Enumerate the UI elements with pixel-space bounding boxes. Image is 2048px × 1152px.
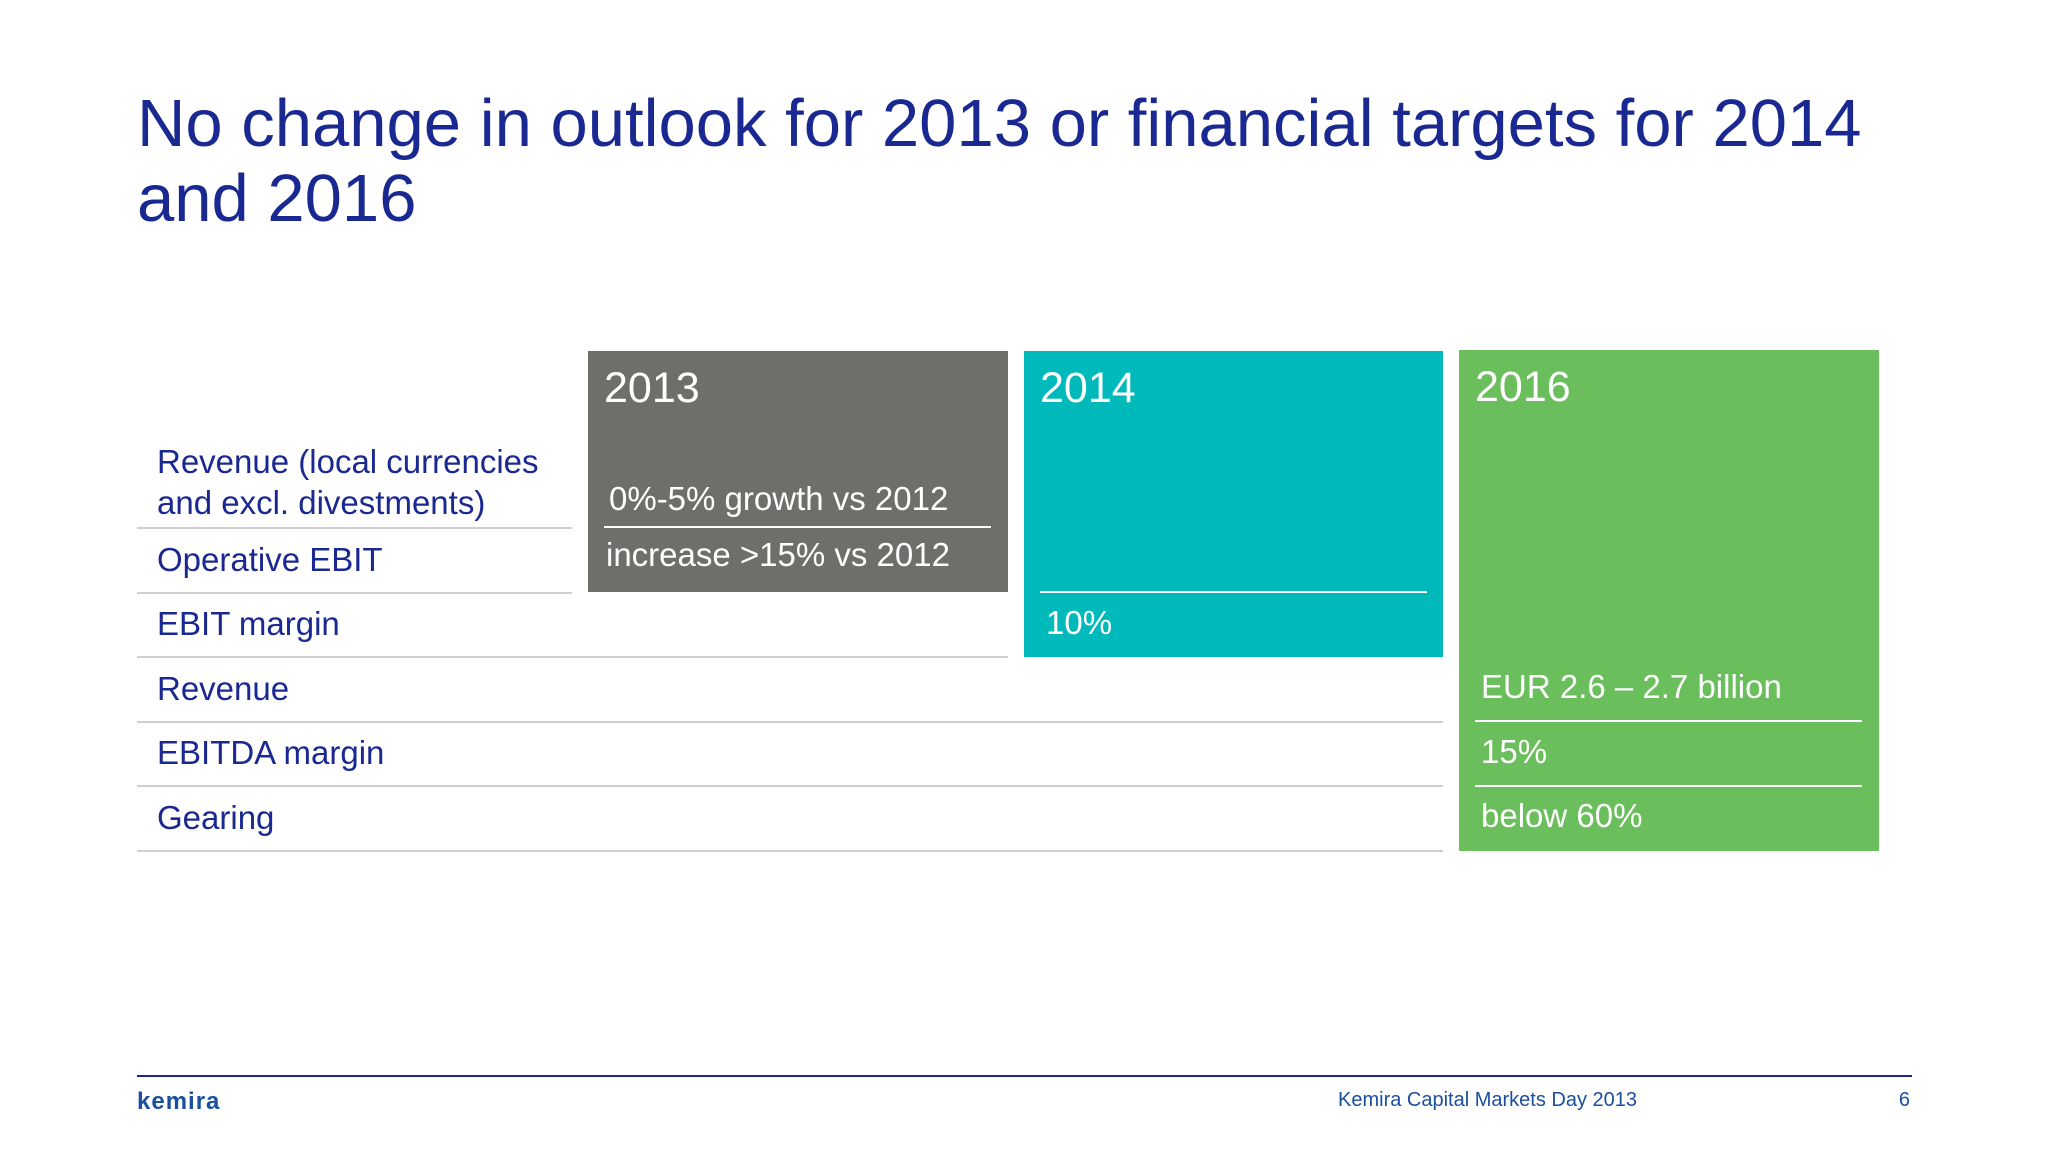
box-2013: 2013 0%-5% growth vs 2012 increase >15% … <box>588 351 1008 592</box>
footer-rule <box>137 1075 1912 1077</box>
row-divider <box>137 721 1443 723</box>
box-2016: 2016 EUR 2.6 – 2.7 billion 15% below 60% <box>1459 350 1879 851</box>
row-label-ebit-margin: EBIT margin <box>157 605 340 642</box>
box-2016-divider <box>1475 720 1862 722</box>
slide-title: No change in outlook for 2013 or financi… <box>137 86 1862 236</box>
box-2016-ebitda-margin-target: 15% <box>1481 733 1548 770</box>
row-label-gearing: Gearing <box>157 799 275 836</box>
row-divider <box>137 656 1008 658</box>
box-2013-divider <box>604 526 991 528</box>
row-label-ebitda-margin: EBITDA margin <box>157 734 385 771</box>
page-number: 6 <box>1898 1089 1910 1111</box>
row-divider <box>137 592 572 594</box>
box-2014-divider <box>1040 591 1427 593</box>
row-label-revenue: Revenue <box>157 670 290 707</box>
row-divider <box>137 850 1443 852</box>
box-2016-revenue-target: EUR 2.6 – 2.7 billion <box>1481 668 1782 705</box>
kemira-logo: kemira <box>137 1088 221 1115</box>
box-2013-operative-ebit-target: increase >15% vs 2012 <box>606 536 950 573</box>
box-2016-year: 2016 <box>1475 363 1571 411</box>
row-divider <box>137 785 1443 787</box>
box-2014-ebit-margin-target: 10% <box>1046 604 1113 641</box>
footer-event-name: Kemira Capital Markets Day 2013 <box>1338 1089 1638 1111</box>
box-2014: 2014 10% <box>1024 351 1443 657</box>
row-divider <box>137 527 572 529</box>
box-2016-divider <box>1475 785 1862 787</box>
box-2016-gearing-target: below 60% <box>1481 797 1643 834</box>
box-2014-year: 2014 <box>1040 364 1136 412</box>
row-label-revenue-local: Revenue (local currencies and excl. dive… <box>157 443 539 521</box>
box-2013-revenue-target: 0%-5% growth vs 2012 <box>609 480 949 517</box>
row-label-operative-ebit: Operative EBIT <box>157 541 383 578</box>
box-2013-year: 2013 <box>604 364 700 412</box>
